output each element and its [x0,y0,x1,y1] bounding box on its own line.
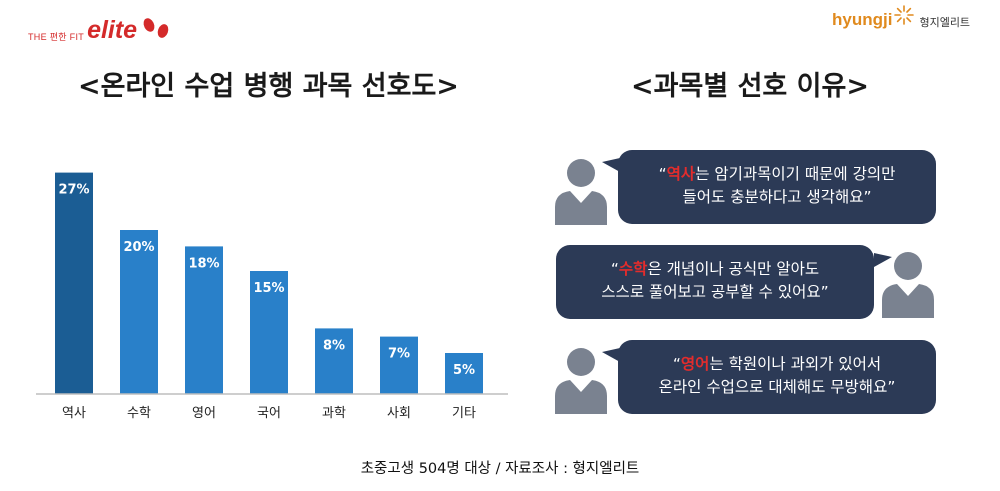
bar-value-label: 7% [388,347,410,362]
category-label: 사회 [387,406,411,421]
bar-역사 [55,172,93,394]
subject-highlight: 역사 [666,165,696,183]
reason-text: 는 학원이나 과외가 있어서 [709,355,882,373]
category-label: 수학 [127,406,151,421]
category-label: 역사 [62,406,86,421]
preference-bar-chart: 27% 역사 20% 수학 18% 영어 15% 국어 8% 과학 7% 사회 5% 기타 [36,172,508,421]
reason-line-2: 온라인 수업으로 대체해도 무방해요” [658,378,896,396]
bar-영어 [185,246,223,394]
logo-korean: 형지엘리트 [919,15,971,29]
reason-text: 은 개념이나 공식만 알아도 [647,260,820,278]
category-label: 과학 [322,406,346,421]
bar-value-label: 27% [58,183,89,198]
person-icon [555,159,607,225]
logo-wordmark: elite [87,15,138,44]
bar-value-label: 8% [323,338,345,353]
subject-highlight: 수학 [618,260,648,278]
bar-기타 [445,353,483,394]
bubble-tail [602,348,620,362]
subject-highlight: 영어 [680,355,710,373]
bar-과학 [315,328,353,394]
source-footer: 초중고생 504명 대상 / 자료조사 : 형지엘리트 [360,461,640,477]
bar-value-label: 5% [453,363,475,378]
logo-brand: hyungji [832,10,893,29]
bar-value-label: 15% [253,281,284,296]
bubble-tail [874,253,892,267]
person-icon [882,252,934,318]
reason-line-1: “역사는 암기과목이기 때문에 강의만 [618,163,936,186]
reasons-heading: <과목별 선호 이유> [631,71,869,102]
open-quote: “ [672,355,681,373]
reason-line-2: 스스로 풀어보고 공부할 수 있어요” [601,283,829,301]
open-quote: “ [610,260,619,278]
bubble-tail [602,158,620,172]
chart-heading: <온라인 수업 병행 과목 선호도> [78,71,459,102]
person-icon [555,348,607,414]
hyungji-logo: hyungji 형지엘리트 [832,5,971,30]
category-label: 영어 [192,406,216,421]
bar-value-label: 18% [188,256,219,271]
category-label: 기타 [452,406,476,421]
bar-value-label: 20% [123,240,154,255]
reason-text: 는 암기과목이기 때문에 강의만 [695,165,896,183]
bar-수학 [120,230,158,394]
category-label: 국어 [257,406,281,421]
footprint-icon [143,18,169,38]
reason-line-1: “수학은 개념이나 공식만 알아도 [556,258,874,281]
open-quote: “ [658,165,667,183]
logo-tagline: THE 편한 FIT [28,31,85,42]
bar-국어 [250,271,288,394]
elite-logo: THE 편한 FIT elite [28,14,173,46]
reason-line-1: “영어는 학원이나 과외가 있어서 [618,353,936,376]
reason-line-2: 들어도 충분하다고 생각해요” [682,188,872,206]
sun-icon [894,5,915,25]
bar-사회 [380,336,418,394]
